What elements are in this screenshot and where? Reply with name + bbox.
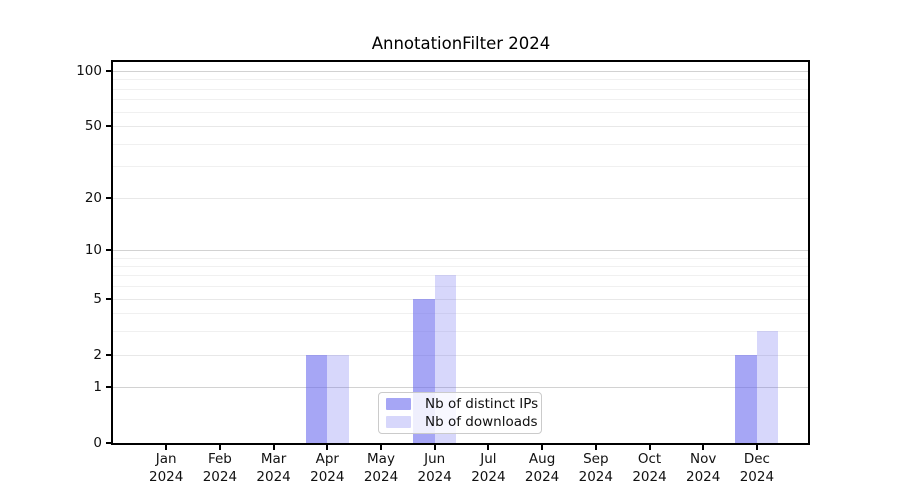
- x-tick-label-nov: Nov 2024: [671, 451, 735, 486]
- legend-swatch-distinct-ips: [386, 398, 411, 410]
- y-tick-mark-10: [106, 248, 111, 251]
- x-tick-month: Jan: [155, 451, 177, 467]
- legend-item-distinct-ips: Nb of distinct IPs: [386, 395, 538, 413]
- gridline-50: [113, 126, 808, 128]
- x-tick-label-jul: Jul 2024: [456, 451, 520, 486]
- gridline-5: [113, 298, 808, 300]
- gridline-10: [113, 249, 808, 251]
- x-tick-month: Jul: [480, 451, 497, 467]
- x-tick-mark-sep: [594, 445, 597, 450]
- x-tick-label-aug: Aug 2024: [510, 451, 574, 486]
- x-tick-year: 2024: [363, 468, 399, 485]
- y-tick-mark-20: [106, 196, 111, 199]
- y-tick-mark-0: [106, 442, 111, 445]
- y-tick-label-5: 5: [93, 290, 102, 307]
- x-tick-month: Jun: [424, 451, 446, 467]
- x-tick-mark-jul: [487, 445, 490, 450]
- x-tick-mark-jan: [165, 445, 168, 450]
- gridline-minor-6: [113, 286, 808, 288]
- x-tick-mark-mar: [272, 445, 275, 450]
- x-tick-label-jun: Jun 2024: [403, 451, 467, 486]
- x-tick-month: Mar: [260, 451, 287, 467]
- gridline-minor-7: [113, 275, 808, 277]
- x-tick-mark-jun: [433, 445, 436, 450]
- gridline-minor-8: [113, 265, 808, 267]
- y-tick-mark-2: [106, 353, 111, 356]
- y-tick-mark-5: [106, 297, 111, 300]
- y-tick-mark-100: [106, 70, 111, 72]
- legend-item-downloads: Nb of downloads: [386, 413, 538, 431]
- y-tick-mark-1: [106, 386, 111, 389]
- legend-label-distinct-ips: Nb of distinct IPs: [425, 396, 539, 412]
- y-tick-label-0: 0: [93, 435, 102, 452]
- y-tick-label-20: 20: [84, 189, 102, 206]
- y-tick-label-1: 1: [93, 379, 102, 396]
- gridline-minor-4: [113, 313, 808, 315]
- x-tick-mark-oct: [648, 445, 651, 450]
- x-tick-year: 2024: [524, 468, 560, 485]
- x-tick-mark-feb: [218, 445, 221, 450]
- x-tick-mark-dec: [755, 445, 758, 450]
- x-tick-mark-apr: [326, 445, 329, 450]
- x-tick-month: Dec: [743, 451, 770, 467]
- y-tick-label-50: 50: [84, 118, 102, 135]
- legend: Nb of distinct IPs Nb of downloads: [378, 392, 542, 434]
- x-tick-year: 2024: [739, 468, 775, 485]
- gridline-20: [113, 197, 808, 199]
- chart-title: AnnotationFilter 2024: [371, 34, 551, 53]
- x-tick-month: Apr: [315, 451, 339, 467]
- bar-distinct-ips-apr: [305, 354, 328, 443]
- x-tick-month: May: [367, 451, 395, 467]
- gridline-minor-80: [113, 88, 808, 90]
- legend-swatch-downloads: [386, 416, 411, 428]
- x-tick-year: 2024: [471, 468, 506, 485]
- x-tick-month: Nov: [690, 451, 717, 467]
- x-tick-label-sep: Sep 2024: [564, 451, 628, 486]
- x-tick-mark-aug: [541, 445, 544, 450]
- gridline-1: [113, 387, 808, 389]
- bar-distinct-ips-dec: [735, 354, 757, 443]
- x-tick-year: 2024: [578, 468, 613, 485]
- x-tick-label-feb: Feb 2024: [188, 451, 252, 486]
- x-tick-year: 2024: [149, 468, 184, 485]
- x-tick-mark-may: [380, 445, 382, 450]
- x-tick-year: 2024: [256, 468, 291, 485]
- y-tick-mark-50: [106, 125, 111, 128]
- x-tick-month: Sep: [583, 451, 609, 467]
- gridline-minor-90: [113, 79, 808, 81]
- legend-label-downloads: Nb of downloads: [425, 414, 538, 430]
- gridline-minor-40: [113, 143, 808, 145]
- y-tick-label-100: 100: [76, 63, 102, 79]
- gridline-minor-3: [113, 331, 808, 333]
- x-tick-label-apr: Apr 2024: [295, 451, 359, 486]
- bar-downloads-dec: [756, 331, 779, 443]
- x-tick-year: 2024: [417, 468, 452, 485]
- gridline-minor-30: [113, 166, 808, 168]
- x-tick-month: Oct: [637, 451, 662, 467]
- gridline-minor-70: [113, 99, 808, 101]
- y-tick-label-10: 10: [84, 241, 102, 258]
- x-tick-year: 2024: [686, 468, 721, 485]
- x-tick-label-oct: Oct 2024: [618, 451, 682, 486]
- gridline-minor-60: [113, 111, 808, 113]
- x-tick-month: Aug: [528, 451, 556, 467]
- x-tick-label-jan: Jan 2024: [134, 451, 198, 486]
- gridline-minor-9: [113, 257, 808, 259]
- x-tick-label-dec: Dec 2024: [725, 451, 789, 486]
- x-tick-year: 2024: [310, 468, 345, 485]
- x-tick-year: 2024: [632, 468, 667, 485]
- x-tick-label-may: May 2024: [349, 451, 413, 486]
- gridline-100: [113, 71, 808, 72]
- x-tick-month: Feb: [207, 451, 232, 467]
- x-tick-label-mar: Mar 2024: [242, 451, 306, 486]
- bar-downloads-apr: [327, 354, 349, 443]
- x-tick-year: 2024: [202, 468, 238, 485]
- y-tick-label-2: 2: [93, 346, 102, 363]
- gridline-2: [113, 354, 808, 356]
- x-tick-mark-nov: [702, 445, 705, 450]
